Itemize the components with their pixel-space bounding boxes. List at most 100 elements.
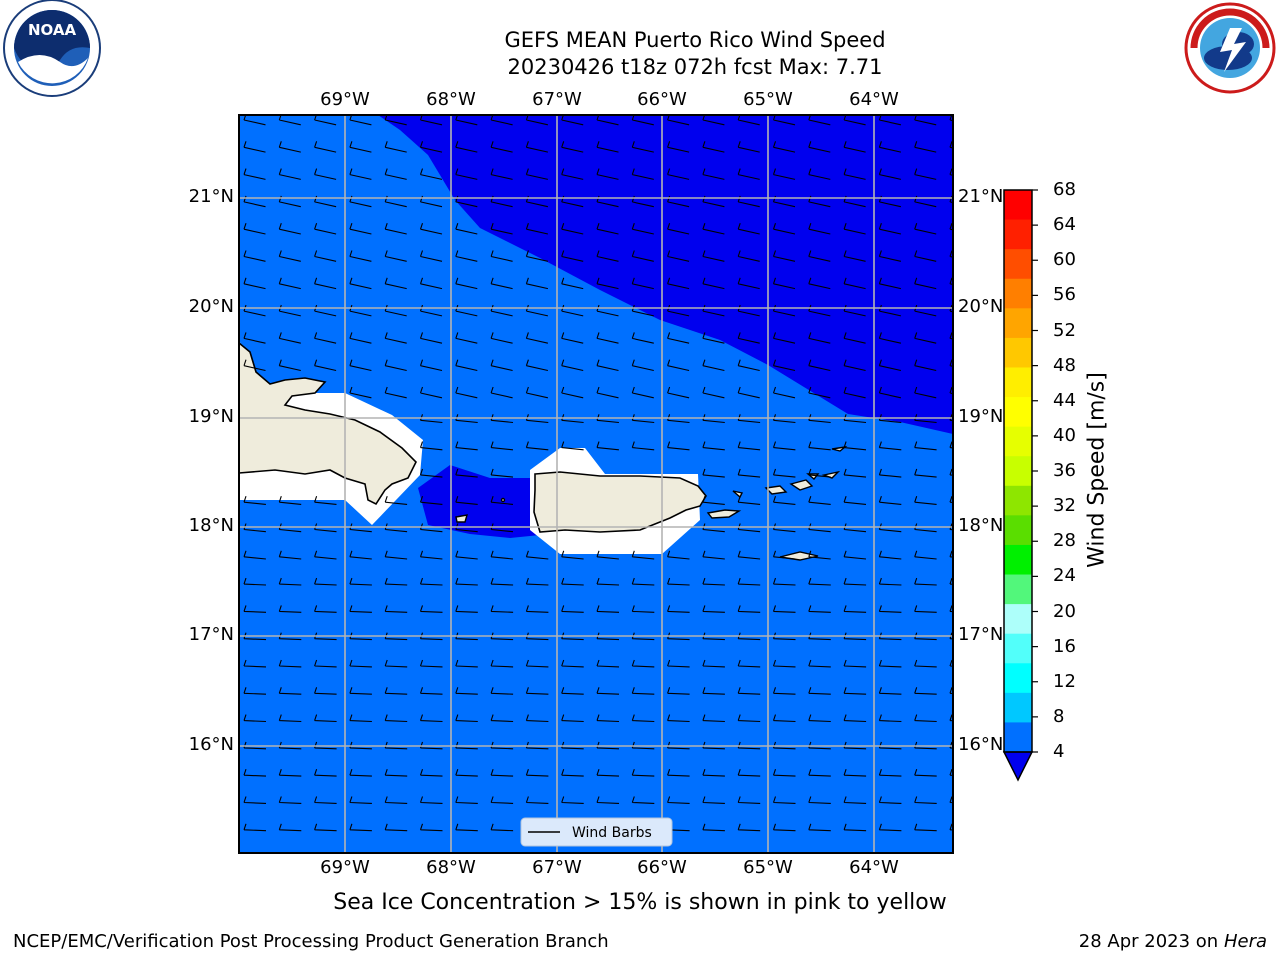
colorbar-tick-label: 48 (1053, 354, 1076, 376)
wind-barb (949, 168, 953, 176)
wind-barb (384, 332, 407, 344)
wind-barb (914, 714, 937, 723)
wind-barb (596, 332, 619, 344)
wind-barb (455, 386, 478, 399)
lon-label-top: 69°W (320, 89, 370, 110)
wind-barb (772, 168, 796, 180)
wind-barb (914, 441, 937, 451)
wind-barb (843, 796, 867, 804)
wind-barb (243, 577, 267, 586)
wind-barb (914, 496, 937, 505)
wind-barb (702, 468, 725, 478)
wind-barb (455, 468, 478, 478)
wind-barb (772, 796, 796, 804)
wind-barb (455, 250, 478, 262)
wind-barb (843, 441, 867, 451)
wind-barb (843, 332, 866, 344)
wind-barb (878, 605, 902, 613)
wind-barb (949, 277, 953, 286)
wind-barb (384, 577, 408, 586)
wind-barb (667, 277, 690, 290)
wind-barb (490, 769, 514, 777)
wind-barb (737, 277, 760, 290)
wind-barb (384, 796, 408, 804)
wind-barb (737, 441, 761, 451)
colorbar-swatch (1004, 308, 1032, 339)
wind-barb (561, 550, 584, 560)
wind-barb (808, 386, 831, 399)
wind-barb (631, 359, 654, 372)
wind-barb (384, 687, 408, 695)
wind-barb (949, 359, 953, 367)
wind-barb (278, 577, 302, 586)
wind-barb (949, 195, 953, 204)
wind-barb (808, 195, 831, 208)
wind-barb (561, 714, 584, 723)
wind-barb (419, 550, 443, 560)
wind-barb (490, 659, 514, 668)
puerto-rico-land (533, 471, 707, 533)
wind-barb (525, 168, 549, 180)
wind-barb (525, 386, 549, 399)
wind-barb (702, 687, 725, 695)
wind-barb (667, 769, 690, 777)
wind-barb (384, 496, 408, 505)
lon-label-top: 66°W (637, 89, 687, 110)
wind-barb (843, 823, 867, 832)
wind-barb (737, 550, 761, 560)
wind-barb (278, 332, 301, 344)
wind-barb (772, 115, 796, 126)
lat-label-right: 17°N (958, 624, 1004, 645)
wind-barb (243, 332, 266, 344)
wind-barb (702, 741, 725, 750)
wind-barb (808, 605, 831, 613)
colorbar-bar (1002, 189, 1038, 782)
wind-barb (737, 605, 761, 613)
wind-barb (949, 659, 953, 667)
wind-barb (843, 687, 867, 695)
colorbar-tick-label: 68 (1053, 179, 1076, 200)
legend-label: Wind Barbs (572, 825, 652, 841)
wind-barb (525, 741, 549, 750)
colorbar-swatch (1004, 367, 1032, 398)
wind-barb (808, 223, 831, 235)
wind-barb (490, 714, 514, 723)
wind-barb (278, 277, 301, 290)
wind-barb (419, 386, 443, 399)
wind-barb (349, 714, 372, 723)
wind-barb (914, 277, 937, 290)
wind-barb (878, 141, 902, 153)
wind-barb (843, 115, 866, 126)
wind-barb (949, 577, 953, 585)
colorbar-swatch (1004, 663, 1032, 694)
wind-barb (561, 687, 584, 695)
wind-barb (419, 195, 443, 208)
lon-label-bottom: 67°W (532, 857, 582, 878)
wind-barb (278, 687, 302, 695)
colorbar-tick-label: 28 (1053, 530, 1076, 552)
wind-barb (737, 659, 761, 668)
wind-barb (278, 168, 301, 180)
wind-barb (702, 714, 725, 723)
wind-barb (419, 605, 443, 613)
wind-barb (949, 115, 953, 122)
colorbar-tick-label: 12 (1053, 670, 1076, 692)
wind-barb (419, 687, 443, 695)
wind-barb (596, 141, 619, 153)
wind-barb (561, 195, 584, 208)
wind-barb (419, 277, 443, 290)
wind-barb (702, 359, 725, 372)
wind-barb (419, 714, 443, 723)
wind-barb (243, 250, 266, 262)
wind-barb (596, 659, 620, 668)
wind-barb (384, 168, 407, 180)
wind-barb (914, 769, 937, 777)
wind-barb (808, 468, 831, 478)
wind-barb (455, 223, 478, 235)
colorbar-label: Wind Speed [m/s] (1084, 372, 1110, 568)
wind-barb (667, 250, 690, 262)
wind-barb (772, 714, 796, 723)
wind-barb (525, 714, 549, 723)
footer-machine: Hera (1223, 931, 1267, 952)
